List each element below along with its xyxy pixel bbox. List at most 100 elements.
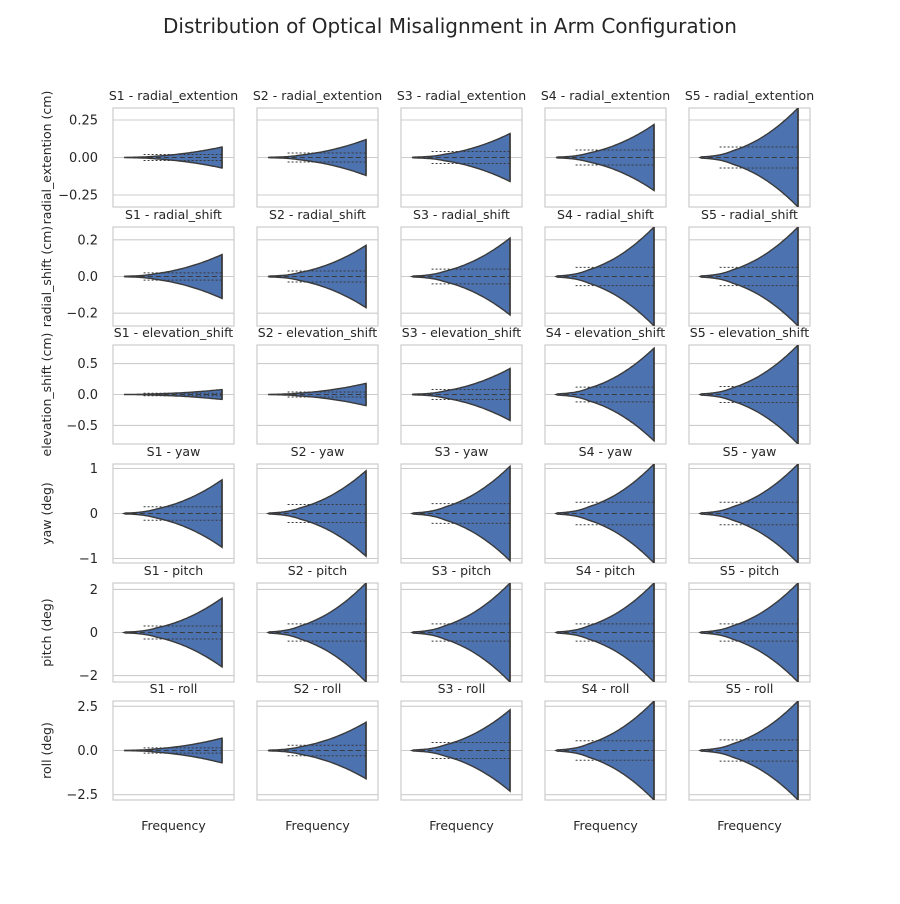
panel-S1-elevation_shift: S1 - elevation_shift −0.5 0.0 0.5 <box>66 325 235 445</box>
panel-S4-elevation_shift: S4 - elevation_shift <box>544 325 667 445</box>
y-tick-label: 0.5 <box>77 357 98 372</box>
y-tick-label: 1 <box>90 462 98 477</box>
panel-title: S5 - pitch <box>720 563 779 578</box>
y-axis-label-yaw: yaw (deg) <box>39 482 54 545</box>
violin-group <box>554 583 655 682</box>
panel-title: S4 - roll <box>582 681 630 696</box>
panel-title: S2 - radial_extention <box>253 88 382 103</box>
panel-S4-roll: S4 - roll <box>544 681 667 801</box>
panel-title: S1 - radial_shift <box>125 207 222 222</box>
panel-S5-pitch: S5 - pitch <box>688 563 811 683</box>
x-axis-label-S4: Frequency <box>573 818 638 833</box>
panel-S3-roll: S3 - roll <box>400 681 523 801</box>
violin-group <box>698 701 799 800</box>
violin-group <box>698 227 799 326</box>
violin-group <box>267 382 367 407</box>
violin-group <box>554 464 655 563</box>
y-tick-label: 2 <box>90 583 98 598</box>
violin-group <box>554 346 655 443</box>
y-tick-label: 0.00 <box>69 151 98 166</box>
panel-title: S2 - pitch <box>288 563 347 578</box>
panel-title: S1 - radial_extention <box>109 88 238 103</box>
panel-title: S3 - radial_shift <box>413 207 510 222</box>
violin-group <box>267 720 367 781</box>
figure-title: Distribution of Optical Misalignment in … <box>163 14 737 38</box>
y-tick-label: −0.25 <box>58 189 98 204</box>
panel-title: S4 - radial_shift <box>557 207 654 222</box>
violin-group <box>698 464 799 563</box>
panel-S4-yaw: S4 - yaw <box>544 444 667 564</box>
violin-group <box>121 596 223 669</box>
panel-title: S5 - roll <box>726 681 774 696</box>
panel-S5-radial_extention: S5 - radial_extention <box>685 88 814 208</box>
violin-group <box>267 243 367 310</box>
panel-S1-yaw: S1 - yaw −1 0 1 <box>79 444 235 567</box>
y-axis-label-radial_extention: radial_extention (cm) <box>39 91 54 225</box>
panel-S3-elevation_shift: S3 - elevation_shift <box>400 325 523 445</box>
y-tick-label: −2 <box>79 669 98 684</box>
panel-S4-radial_shift: S4 - radial_shift <box>544 207 667 327</box>
panel-title: S2 - elevation_shift <box>258 325 378 340</box>
y-tick-label: 0 <box>90 626 98 641</box>
panel-title: S5 - radial_extention <box>685 88 814 103</box>
y-tick-label: −2.5 <box>66 788 98 803</box>
panel-title: S3 - elevation_shift <box>402 325 522 340</box>
y-tick-label: 0.0 <box>77 270 98 285</box>
panel-title: S2 - yaw <box>291 444 345 459</box>
violin-group <box>267 138 367 177</box>
panel-S2-roll: S2 - roll <box>256 681 379 801</box>
violin-group <box>698 108 799 207</box>
y-tick-label: −0.5 <box>66 419 98 434</box>
y-tick-label: 0.0 <box>77 388 98 403</box>
panel-title: S5 - yaw <box>723 444 777 459</box>
panel-S2-radial_shift: S2 - radial_shift <box>256 207 379 327</box>
x-axis-label-S5: Frequency <box>717 818 782 833</box>
y-axis-label-roll: roll (deg) <box>39 722 54 779</box>
violin-group <box>123 146 223 169</box>
panel-title: S4 - radial_extention <box>541 88 670 103</box>
panel-S2-radial_extention: S2 - radial_extention <box>253 88 382 208</box>
violin-group <box>410 583 511 682</box>
y-axis-label-elevation_shift: elevation_shift (cm) <box>39 333 54 457</box>
panel-title: S4 - elevation_shift <box>546 325 666 340</box>
panel-S4-pitch: S4 - pitch <box>544 563 667 683</box>
panel-S1-radial_extention: S1 - radial_extention −0.25 0.00 0.25 <box>58 88 238 208</box>
violin-group <box>409 236 511 317</box>
violin-group <box>409 708 511 793</box>
panel-S2-pitch: S2 - pitch <box>256 563 379 683</box>
violin-group <box>266 583 367 682</box>
violin-group <box>698 345 799 444</box>
panel-title: S1 - roll <box>150 681 198 696</box>
panel-title: S1 - pitch <box>144 563 203 578</box>
y-tick-label: −0.2 <box>66 307 98 322</box>
panel-title: S3 - pitch <box>432 563 491 578</box>
violin-group <box>555 123 655 192</box>
panel-S5-elevation_shift: S5 - elevation_shift <box>688 325 811 445</box>
y-tick-label: 0.25 <box>69 114 98 129</box>
panel-title: S3 - roll <box>438 681 486 696</box>
panel-S5-roll: S5 - roll <box>688 681 811 801</box>
panel-title: S5 - elevation_shift <box>690 325 810 340</box>
panel-S5-radial_shift: S5 - radial_shift <box>688 207 811 327</box>
panel-title: S2 - radial_shift <box>269 207 366 222</box>
panel-S2-yaw: S2 - yaw <box>256 444 379 564</box>
x-axis-label-S1: Frequency <box>141 818 206 833</box>
violin-group <box>266 469 367 558</box>
panel-title: S3 - radial_extention <box>397 88 526 103</box>
panel-S3-yaw: S3 - yaw <box>400 444 523 564</box>
panel-title: S3 - yaw <box>435 444 489 459</box>
panel-title: S5 - radial_shift <box>701 207 798 222</box>
violin-group <box>123 253 223 300</box>
x-axis-label-S3: Frequency <box>429 818 494 833</box>
violin-group <box>411 367 511 422</box>
panel-S4-radial_extention: S4 - radial_extention <box>541 88 670 208</box>
panel-title: S1 - elevation_shift <box>114 325 234 340</box>
violin-group <box>123 737 223 764</box>
panel-S3-radial_extention: S3 - radial_extention <box>397 88 526 208</box>
y-tick-label: 2.5 <box>77 700 98 715</box>
y-axis-label-pitch: pitch (deg) <box>39 598 54 666</box>
panel-title: S4 - yaw <box>579 444 633 459</box>
panel-S2-elevation_shift: S2 - elevation_shift <box>256 325 379 445</box>
